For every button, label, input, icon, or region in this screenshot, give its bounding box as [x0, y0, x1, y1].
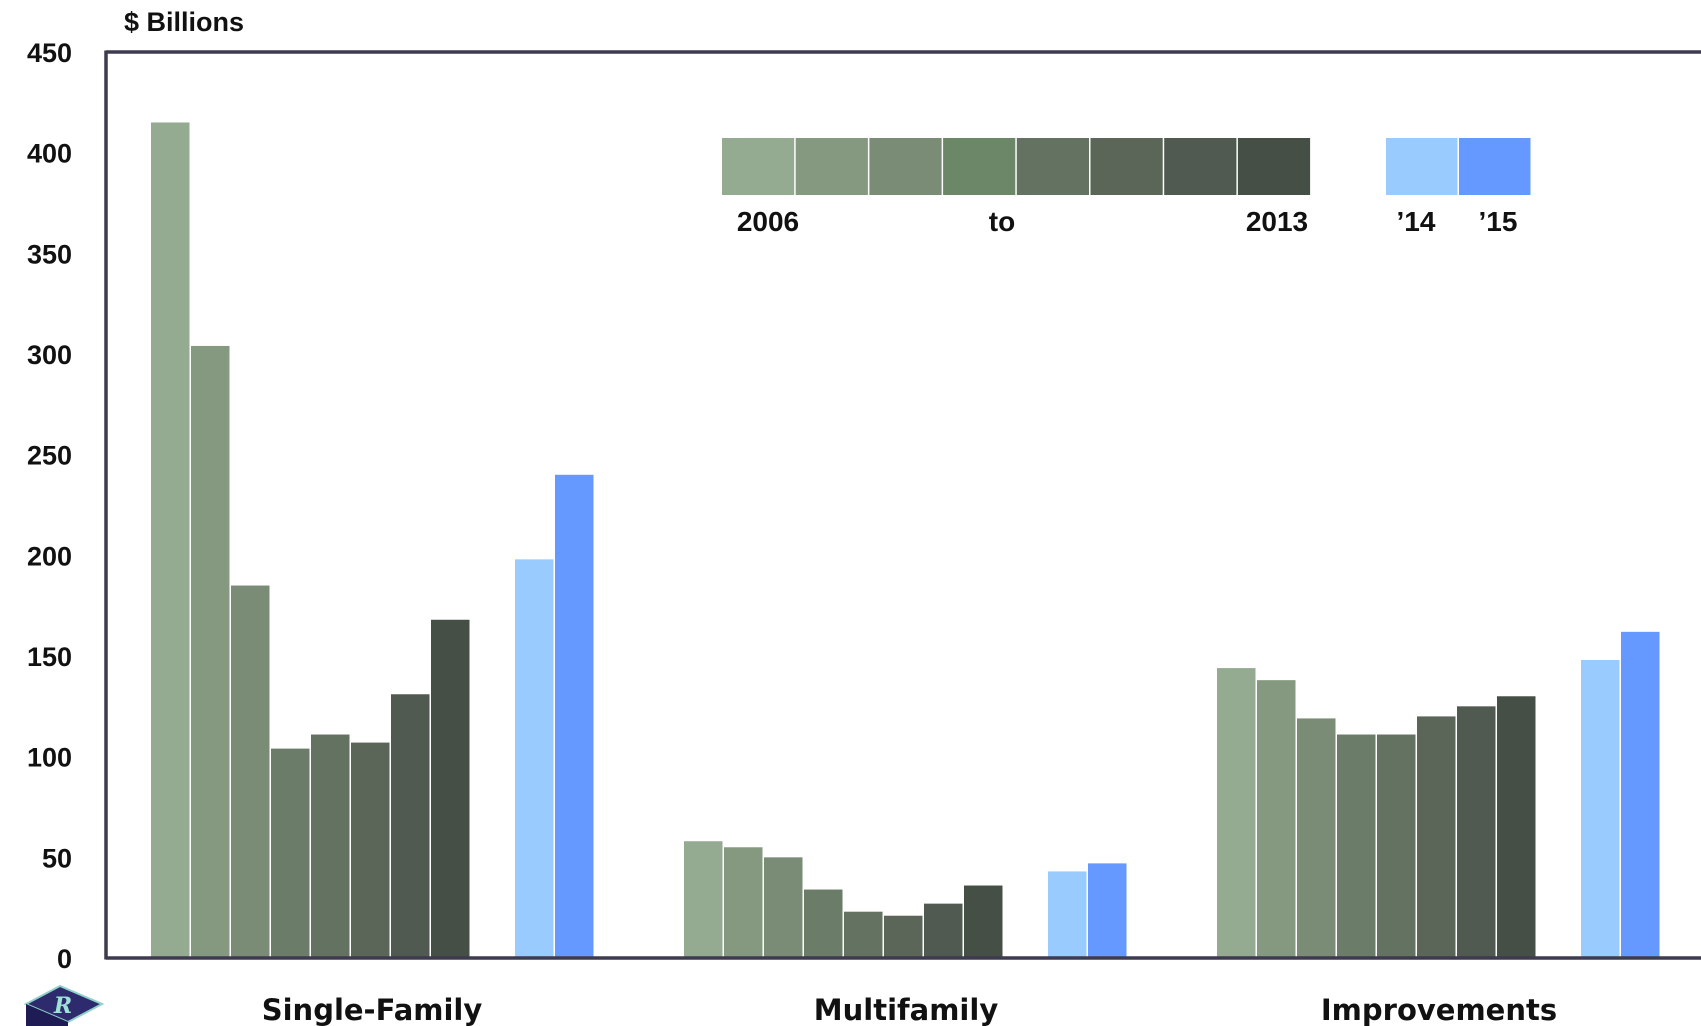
- bar: [351, 742, 390, 958]
- bar: [515, 559, 554, 958]
- y-tick-label: 450: [27, 38, 72, 68]
- legend-label-start: 2006: [737, 206, 799, 237]
- bar: [1377, 734, 1416, 958]
- legend-label-2015: ’15: [1479, 206, 1518, 237]
- legend-swatch: [1164, 138, 1237, 195]
- bar: [1497, 696, 1536, 958]
- y-tick-label: 100: [27, 743, 72, 773]
- bar: [764, 857, 803, 958]
- legend-swatch: [943, 138, 1016, 195]
- legend-swatch-recent: [1386, 138, 1458, 195]
- x-category-label: Multifamily: [814, 993, 999, 1026]
- bar: [1581, 660, 1620, 958]
- legend-label-middle: to: [989, 206, 1015, 237]
- y-axis-unit-label: $ Billions: [124, 7, 244, 37]
- bar: [1337, 734, 1376, 958]
- legend-swatches: [722, 138, 1531, 195]
- bar: [1257, 680, 1296, 958]
- bar: [1417, 716, 1456, 958]
- bar: [1457, 706, 1496, 958]
- legend-swatch: [869, 138, 942, 195]
- y-tick-label: 250: [27, 441, 72, 471]
- legend: 2006 to 2013 ’14 ’15: [722, 138, 1531, 237]
- legend-swatch: [795, 138, 868, 195]
- legend-swatch: [1090, 138, 1163, 195]
- legend-label-end: 2013: [1246, 206, 1308, 237]
- y-tick-label: 350: [27, 239, 72, 269]
- legend-swatch: [722, 138, 795, 195]
- legend-label-2014: ’14: [1397, 206, 1436, 237]
- bar-marks: [151, 122, 1660, 958]
- x-category-label: Improvements: [1321, 993, 1557, 1026]
- y-tick-label: 50: [42, 843, 72, 873]
- bar: [191, 345, 230, 958]
- legend-swatch: [1237, 138, 1311, 195]
- bar: [1088, 863, 1127, 958]
- bar: [271, 748, 310, 958]
- plot-frame: [104, 50, 1701, 960]
- bar: [1621, 631, 1660, 958]
- bar: [804, 889, 843, 958]
- y-axis-ticks: 0 50 100 150 200 250 300 350 400 450: [27, 38, 72, 974]
- bar: [391, 694, 430, 958]
- y-tick-label: 300: [27, 340, 72, 370]
- y-tick-label: 200: [27, 541, 72, 571]
- legend-swatch-recent: [1459, 138, 1531, 195]
- bar: [431, 619, 470, 958]
- bar: [151, 122, 190, 958]
- legend-swatch: [1016, 138, 1089, 195]
- bar: [884, 915, 923, 958]
- bar: [844, 911, 883, 958]
- bar: [724, 847, 763, 958]
- x-category-label: Single-Family: [262, 993, 483, 1026]
- bar: [555, 474, 594, 958]
- y-tick-label: 400: [27, 139, 72, 169]
- bar: [684, 841, 723, 958]
- bar: [1297, 718, 1336, 958]
- category-labels: Single-Family Multifamily Improvements: [262, 993, 1557, 1026]
- logo-letter: R: [53, 993, 72, 1019]
- bar: [1048, 871, 1087, 958]
- y-tick-label: 0: [57, 944, 72, 974]
- bar: [231, 585, 270, 958]
- bar: [924, 903, 963, 958]
- y-tick-label: 150: [27, 642, 72, 672]
- bar: [1217, 668, 1256, 958]
- bar: [964, 885, 1003, 958]
- bar: [311, 734, 350, 958]
- company-logo: R: [23, 984, 105, 1026]
